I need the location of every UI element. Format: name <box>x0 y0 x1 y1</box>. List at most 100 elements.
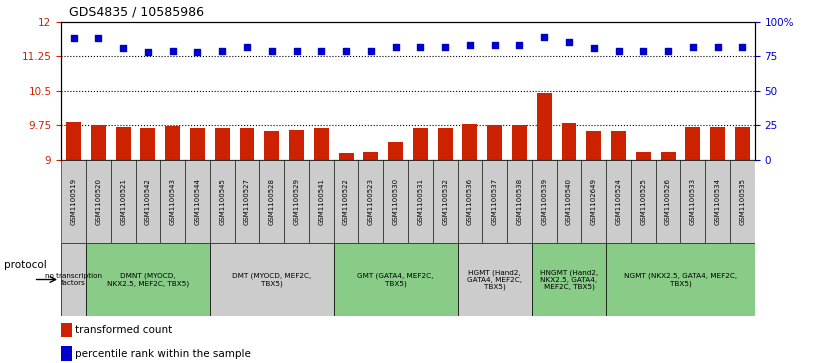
Bar <box>561 123 576 160</box>
Point <box>414 44 427 49</box>
Text: GSM1100522: GSM1100522 <box>343 178 349 225</box>
Bar <box>685 127 700 160</box>
Text: percentile rank within the sample: percentile rank within the sample <box>75 348 251 359</box>
Bar <box>458 243 532 316</box>
Text: GSM1102649: GSM1102649 <box>591 178 596 225</box>
Text: GSM1100519: GSM1100519 <box>71 178 77 225</box>
Bar <box>334 243 458 316</box>
Text: GSM1100520: GSM1100520 <box>95 178 101 225</box>
Point <box>562 40 575 45</box>
Bar <box>730 160 755 243</box>
Text: GSM1100534: GSM1100534 <box>715 178 721 225</box>
Text: GSM1100529: GSM1100529 <box>294 178 299 225</box>
Bar <box>91 125 106 160</box>
Bar <box>289 130 304 160</box>
Bar <box>264 131 279 160</box>
Bar <box>631 160 656 243</box>
Point <box>612 48 625 54</box>
Bar <box>334 160 358 243</box>
Bar <box>413 127 428 160</box>
Point <box>339 48 353 54</box>
Point <box>439 44 452 49</box>
Point <box>364 48 377 54</box>
Bar <box>587 131 601 160</box>
Point <box>67 36 80 41</box>
Bar <box>611 131 626 160</box>
Bar <box>661 152 676 160</box>
Bar <box>185 160 210 243</box>
Bar <box>259 160 284 243</box>
Point <box>215 48 228 54</box>
Text: no transcription
factors: no transcription factors <box>45 273 102 286</box>
Text: GMT (GATA4, MEF2C,
TBX5): GMT (GATA4, MEF2C, TBX5) <box>357 273 434 286</box>
Text: GSM1100524: GSM1100524 <box>615 178 622 225</box>
Bar <box>61 346 72 361</box>
Bar <box>215 128 229 160</box>
Point <box>588 45 601 51</box>
Bar <box>358 160 384 243</box>
Bar <box>86 160 111 243</box>
Bar <box>135 160 160 243</box>
Text: GSM1100545: GSM1100545 <box>220 178 225 225</box>
Bar <box>190 128 205 160</box>
Bar <box>165 126 180 160</box>
Bar <box>557 160 581 243</box>
Bar <box>160 160 185 243</box>
Text: GSM1100523: GSM1100523 <box>368 178 374 225</box>
Point <box>389 44 402 49</box>
Bar <box>606 160 631 243</box>
Text: GSM1100540: GSM1100540 <box>566 178 572 225</box>
Text: GDS4835 / 10585986: GDS4835 / 10585986 <box>69 5 204 18</box>
Text: GSM1100535: GSM1100535 <box>739 178 745 225</box>
Bar <box>363 152 379 160</box>
Point <box>290 48 303 54</box>
Bar <box>512 125 527 160</box>
Point <box>488 42 501 48</box>
Point <box>315 48 328 54</box>
Text: NGMT (NKX2.5, GATA4, MEF2C,
TBX5): NGMT (NKX2.5, GATA4, MEF2C, TBX5) <box>624 273 737 286</box>
Point <box>92 36 105 41</box>
Bar <box>61 323 72 337</box>
Bar <box>582 160 606 243</box>
Text: DMNT (MYOCD,
NKX2.5, MEF2C, TBX5): DMNT (MYOCD, NKX2.5, MEF2C, TBX5) <box>107 273 189 286</box>
Bar <box>66 122 81 160</box>
Text: GSM1100532: GSM1100532 <box>442 178 448 225</box>
Bar <box>140 127 155 160</box>
Bar <box>463 124 477 160</box>
Point <box>736 44 749 49</box>
Bar <box>61 160 86 243</box>
Bar <box>339 153 353 160</box>
Bar <box>240 127 255 160</box>
Text: GSM1100537: GSM1100537 <box>492 178 498 225</box>
Bar <box>606 243 755 316</box>
Text: DMT (MYOCD, MEF2C,
TBX5): DMT (MYOCD, MEF2C, TBX5) <box>232 273 312 286</box>
Text: GSM1100525: GSM1100525 <box>641 178 646 225</box>
Text: GSM1100543: GSM1100543 <box>170 178 175 225</box>
Bar <box>111 160 135 243</box>
Text: GSM1100544: GSM1100544 <box>194 178 201 225</box>
Point <box>191 49 204 55</box>
Text: GSM1100533: GSM1100533 <box>690 178 696 225</box>
Bar <box>309 160 334 243</box>
Text: GSM1100536: GSM1100536 <box>467 178 473 225</box>
Point <box>538 34 551 40</box>
Point <box>686 44 699 49</box>
Bar <box>458 160 482 243</box>
Text: GSM1100541: GSM1100541 <box>318 178 324 225</box>
Point <box>711 44 724 49</box>
Bar <box>432 160 458 243</box>
Bar <box>735 127 750 160</box>
Point <box>463 42 477 48</box>
Text: GSM1100527: GSM1100527 <box>244 178 250 225</box>
Bar <box>532 243 606 316</box>
Point <box>513 42 526 48</box>
Bar <box>482 160 507 243</box>
Text: GSM1100542: GSM1100542 <box>145 178 151 225</box>
Bar <box>210 160 235 243</box>
Bar <box>408 160 432 243</box>
Text: GSM1100538: GSM1100538 <box>517 178 522 225</box>
Bar <box>235 160 259 243</box>
Point <box>117 45 130 51</box>
Bar <box>61 243 86 316</box>
Text: GSM1100526: GSM1100526 <box>665 178 671 225</box>
